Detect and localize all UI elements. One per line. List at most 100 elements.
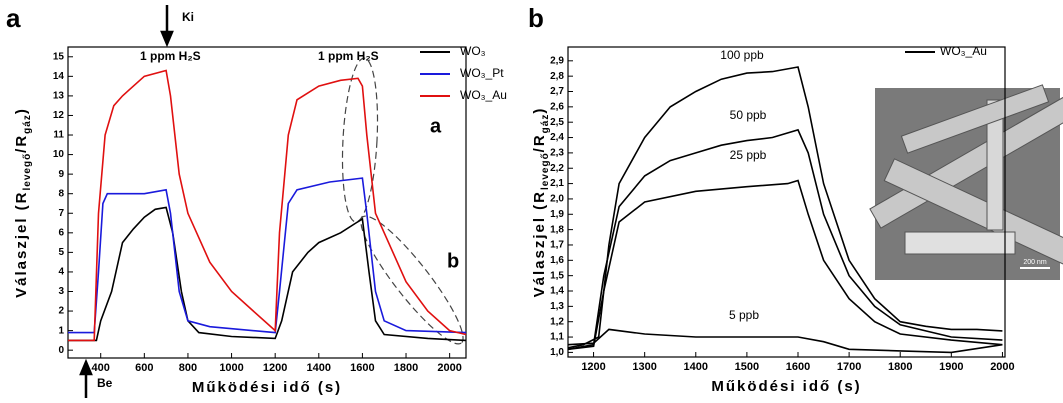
x-axis-label: Működési idő (s) <box>192 379 342 396</box>
y-tick-label: 1,1 <box>550 332 564 343</box>
curve-label: 100 ppb <box>720 48 764 62</box>
x-tick-label: 1700 <box>837 361 861 373</box>
data-line <box>567 66 1003 349</box>
y-tick-label: 2,2 <box>550 163 564 174</box>
annotation: Ki <box>182 10 194 24</box>
y-axis-label-part: ) <box>531 107 548 114</box>
data-line <box>68 177 467 334</box>
y-tick-label: 1,4 <box>550 286 564 297</box>
x-tick-label: 1300 <box>632 361 656 373</box>
x-tick-label: 1200 <box>263 362 287 374</box>
legend-label: WO₃_Au <box>940 44 987 58</box>
y-tick-label: 2,9 <box>550 55 564 66</box>
plot-frame <box>567 46 1006 358</box>
y-tick-label: 12 <box>53 110 65 121</box>
panel-label: a <box>6 3 21 33</box>
y-tick-label: 7 <box>58 208 64 219</box>
y-tick-label: 1,7 <box>550 240 564 251</box>
y-tick-label: 1,9 <box>550 209 564 220</box>
annotation: 1 ppm H₂S <box>140 49 201 63</box>
annotation: Be <box>97 376 113 390</box>
curve-label: 25 ppb <box>730 148 767 162</box>
y-tick-label: 9 <box>58 169 64 180</box>
y-tick-label: 1,3 <box>550 301 564 312</box>
y-tick-label: 1 <box>58 325 64 336</box>
curve-label: 50 ppb <box>730 108 767 122</box>
y-axis-label: Válaszjel (Rlevegő/Rgáz) <box>531 107 551 298</box>
y-tick-label: 5 <box>58 247 64 258</box>
annotation: 1 ppm H₂S <box>318 49 379 63</box>
arrow <box>79 358 93 398</box>
x-tick-label: 1800 <box>888 361 912 373</box>
legend-label: WO₃_Pt <box>460 66 504 80</box>
x-tick-label: 800 <box>179 362 197 374</box>
y-tick-label: 2,1 <box>550 178 564 189</box>
y-axis-label: Válaszjel (Rlevegő/Rgáz) <box>13 107 33 298</box>
annotation: a <box>430 115 442 137</box>
x-tick-label: 1600 <box>350 362 374 374</box>
annotation: b <box>447 250 459 272</box>
y-tick-label: 2,8 <box>550 71 564 82</box>
y-tick-label: 3 <box>58 286 64 297</box>
y-tick-label: 2,0 <box>550 194 564 205</box>
x-axis-label: Működési idő (s) <box>711 378 861 395</box>
rod <box>986 99 1004 231</box>
y-tick-label: 2,6 <box>550 101 564 112</box>
data-line <box>68 206 467 342</box>
y-axis-label-part: /R <box>531 133 548 152</box>
data-line <box>567 328 1003 354</box>
data-line <box>567 179 1003 351</box>
rod <box>900 84 1050 154</box>
dashed-ellipse <box>341 57 379 223</box>
y-axis-label-part: ) <box>13 107 30 114</box>
y-tick-label: 1,5 <box>550 270 564 281</box>
y-axis-label-subscript: levegő <box>540 152 551 190</box>
y-tick-label: 13 <box>53 91 65 102</box>
x-tick-label: 1900 <box>939 361 963 373</box>
panel-label: b <box>528 3 544 33</box>
y-tick-label: 2,5 <box>550 117 564 128</box>
legend-label: WO₃_Au <box>460 88 507 102</box>
data-line <box>567 128 1003 351</box>
y-axis-label-subscript: levegő <box>22 153 33 191</box>
y-tick-label: 4 <box>58 267 64 278</box>
x-tick-label: 1600 <box>786 361 810 373</box>
y-tick-label: 14 <box>53 71 65 82</box>
y-tick-label: 1,0 <box>550 347 564 358</box>
dashed-ellipse <box>360 215 464 345</box>
x-tick-label: 2000 <box>437 362 461 374</box>
annotation-shapes <box>341 57 464 345</box>
y-axis-label-part: /R <box>13 134 30 153</box>
x-tick-label: 1800 <box>394 362 418 374</box>
arrow <box>160 5 174 48</box>
rod <box>883 158 1063 266</box>
y-tick-label: 1,6 <box>550 255 564 266</box>
y-tick-label: 11 <box>53 130 64 141</box>
plot-frame <box>67 46 467 359</box>
data-line <box>68 69 467 342</box>
x-tick-label: 600 <box>135 362 153 374</box>
y-axis-label-part: Válaszjel (R <box>13 190 30 297</box>
y-axis-label-part: Válaszjel (R <box>531 190 548 297</box>
rod <box>904 231 1016 255</box>
x-tick-label: 1000 <box>219 362 243 374</box>
y-tick-label: 6 <box>58 227 64 238</box>
y-tick-label: 2 <box>58 306 64 317</box>
y-tick-label: 8 <box>58 188 64 199</box>
x-tick-label: 1400 <box>684 361 708 373</box>
y-tick-label: 1,8 <box>550 224 564 235</box>
y-tick-label: 2,7 <box>550 86 564 97</box>
y-tick-label: 1,2 <box>550 316 564 327</box>
x-tick-label: 1400 <box>307 362 331 374</box>
x-tick-label: 400 <box>92 362 110 374</box>
x-tick-label: 1500 <box>735 361 759 373</box>
y-tick-label: 10 <box>53 149 65 160</box>
y-tick-label: 0 <box>58 345 64 356</box>
curve-label: 5 ppb <box>729 308 759 322</box>
x-tick-label: 2000 <box>990 361 1014 373</box>
y-tick-label: 2,3 <box>550 148 564 159</box>
inset-image: 200 nm <box>869 84 1063 280</box>
y-tick-label: 2,4 <box>550 132 564 143</box>
x-tick-label: 1200 <box>581 361 605 373</box>
